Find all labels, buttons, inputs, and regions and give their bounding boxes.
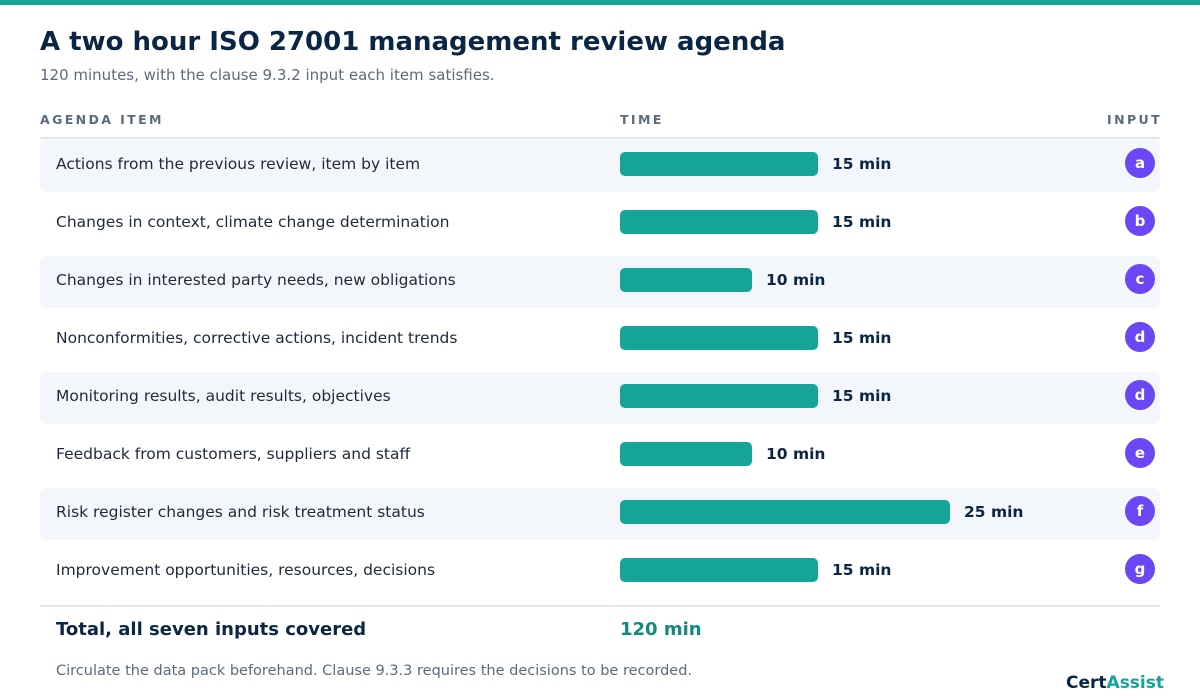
agenda-item-label: Feedback from customers, suppliers and s… <box>56 445 411 463</box>
agenda-row: Changes in interested party needs, new o… <box>40 256 1160 308</box>
input-badge: b <box>1125 206 1155 236</box>
input-badge: d <box>1125 322 1155 352</box>
brand-logo-part-2: Assist <box>1106 673 1164 693</box>
header-divider <box>40 137 1160 139</box>
footnote: Circulate the data pack beforehand. Clau… <box>56 663 693 679</box>
time-value-label: 15 min <box>832 155 892 173</box>
brand-logo: CertAssist <box>1066 673 1164 693</box>
time-bar <box>620 500 950 524</box>
time-value-label: 15 min <box>832 387 892 405</box>
time-bar <box>620 326 818 350</box>
column-header-time: TIME <box>620 112 664 127</box>
time-value-label: 15 min <box>832 329 892 347</box>
agenda-item-label: Risk register changes and risk treatment… <box>56 503 425 521</box>
input-badge: a <box>1125 148 1155 178</box>
time-value-label: 15 min <box>832 213 892 231</box>
time-bar <box>620 558 818 582</box>
page-subtitle: 120 minutes, with the clause 9.3.2 input… <box>40 66 495 84</box>
agenda-item-label: Actions from the previous review, item b… <box>56 155 421 173</box>
total-divider <box>40 605 1160 607</box>
agenda-row: Risk register changes and risk treatment… <box>40 488 1160 540</box>
column-header-agenda-item: AGENDA ITEM <box>40 112 164 127</box>
agenda-item-label: Nonconformities, corrective actions, inc… <box>56 329 458 347</box>
agenda-row: Changes in context, climate change deter… <box>40 198 1160 250</box>
time-value-label: 15 min <box>832 561 892 579</box>
agenda-row: Nonconformities, corrective actions, inc… <box>40 314 1160 366</box>
page-title: A two hour ISO 27001 management review a… <box>40 27 786 57</box>
total-label: Total, all seven inputs covered <box>56 619 367 640</box>
time-bar <box>620 268 752 292</box>
input-badge: f <box>1125 496 1155 526</box>
column-header-input: INPUT <box>1107 112 1162 127</box>
agenda-row: Monitoring results, audit results, objec… <box>40 372 1160 424</box>
agenda-item-label: Monitoring results, audit results, objec… <box>56 387 391 405</box>
time-bar <box>620 210 818 234</box>
input-badge: d <box>1125 380 1155 410</box>
brand-logo-part-1: Cert <box>1066 673 1107 693</box>
time-value-label: 10 min <box>766 271 826 289</box>
input-badge: e <box>1125 438 1155 468</box>
agenda-item-label: Changes in interested party needs, new o… <box>56 271 456 289</box>
top-accent-bar <box>0 0 1200 5</box>
agenda-row: Improvement opportunities, resources, de… <box>40 546 1160 598</box>
time-bar <box>620 442 752 466</box>
time-bar <box>620 384 818 408</box>
time-value-label: 10 min <box>766 445 826 463</box>
input-badge: c <box>1125 264 1155 294</box>
input-badge: g <box>1125 554 1155 584</box>
time-value-label: 25 min <box>964 503 1024 521</box>
time-bar <box>620 152 818 176</box>
agenda-row: Actions from the previous review, item b… <box>40 140 1160 192</box>
agenda-item-label: Changes in context, climate change deter… <box>56 213 450 231</box>
agenda-row: Feedback from customers, suppliers and s… <box>40 430 1160 482</box>
agenda-item-label: Improvement opportunities, resources, de… <box>56 561 436 579</box>
total-value: 120 min <box>620 619 702 640</box>
